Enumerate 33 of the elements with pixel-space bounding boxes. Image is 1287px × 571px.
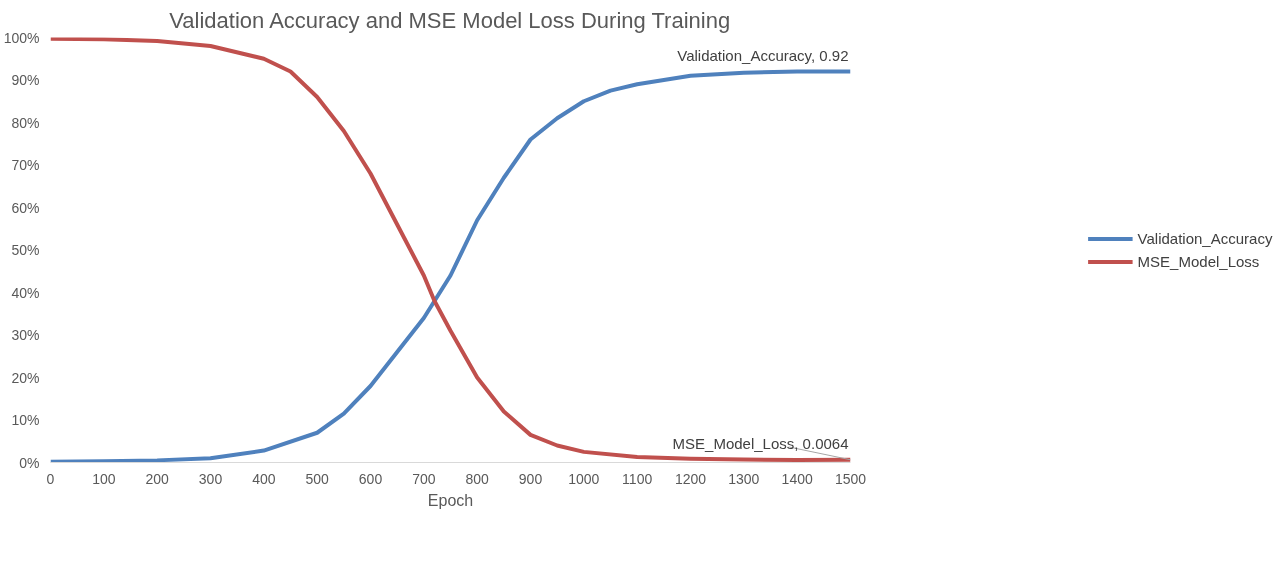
x-tick-label: 200 bbox=[145, 470, 170, 487]
x-tick-label: 1100 bbox=[622, 470, 653, 487]
y-tick-label: 50% bbox=[11, 242, 40, 258]
y-tick-label: 10% bbox=[11, 412, 40, 428]
x-tick-label: 1500 bbox=[834, 470, 867, 487]
legend-label: Validation_Accuracy bbox=[1137, 229, 1273, 247]
annotation: MSE_Model_Loss, 0.0064 bbox=[672, 434, 849, 452]
y-tick-label: 20% bbox=[11, 369, 40, 386]
x-tick-label: 1000 bbox=[568, 470, 600, 487]
chart-title: Validation Accuracy and MSE Model Loss During Training bbox=[169, 7, 731, 33]
x-tick-label: 100 bbox=[92, 470, 116, 487]
annotation: Validation_Accuracy, 0.92 bbox=[677, 46, 849, 64]
x-tick-label: 1200 bbox=[674, 470, 707, 487]
y-tick-label: 100% bbox=[3, 29, 40, 46]
x-tick-label: 700 bbox=[412, 470, 436, 487]
x-axis-title: Epoch bbox=[427, 491, 474, 509]
y-tick-label: 80% bbox=[11, 114, 40, 131]
y-tick-label: 40% bbox=[11, 284, 40, 301]
y-tick-label: 60% bbox=[11, 199, 40, 216]
y-tick-label: 70% bbox=[11, 157, 40, 173]
y-tick-label: 0% bbox=[19, 454, 40, 471]
x-tick-label: 500 bbox=[305, 470, 330, 487]
y-tick-label: 90% bbox=[11, 72, 40, 88]
y-tick-label: 30% bbox=[11, 327, 40, 343]
x-tick-label: 300 bbox=[198, 470, 223, 487]
x-tick-label: 400 bbox=[252, 470, 276, 487]
x-tick-label: 0 bbox=[46, 470, 55, 487]
x-tick-label: 800 bbox=[465, 470, 490, 487]
legend-label: MSE_Model_Loss bbox=[1137, 252, 1260, 270]
x-tick-label: 1400 bbox=[781, 470, 813, 487]
x-tick-label: 1300 bbox=[728, 470, 760, 487]
x-tick-label: 600 bbox=[358, 470, 383, 487]
x-tick-label: 900 bbox=[518, 470, 543, 487]
